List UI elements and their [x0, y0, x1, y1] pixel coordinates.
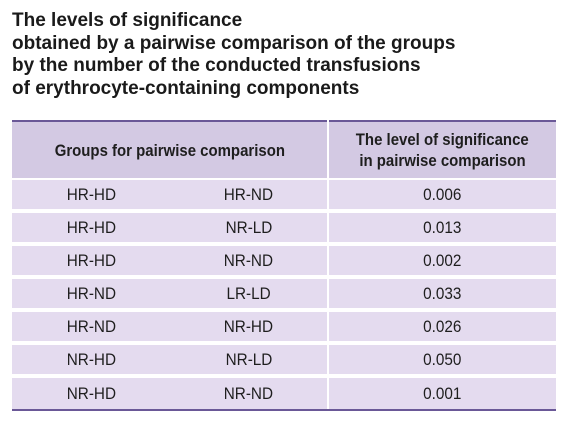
cell-group-a: NR-HD	[12, 376, 170, 411]
cell-significance: 0.013	[328, 211, 557, 246]
cell-significance: 0.033	[328, 277, 557, 312]
header-significance: The level of significance in pairwise co…	[328, 120, 557, 180]
title-line-4: of erythrocyte-containing components	[12, 77, 360, 99]
cell-group-a: NR-HD	[12, 343, 170, 378]
cell-group-a: HR-HD	[12, 244, 170, 279]
cell-group-a: HR-ND	[12, 310, 170, 345]
cell-significance: 0.050	[328, 343, 557, 378]
header-groups: Groups for pairwise comparison	[12, 120, 330, 180]
cell-group-a: HR-HD	[12, 211, 170, 246]
header-row: Groups for pairwise comparison The level…	[12, 120, 557, 180]
cell-group-b: NR-LD	[170, 211, 330, 246]
significance-table: Groups for pairwise comparison The level…	[12, 120, 557, 411]
table-row: HR-HD NR-LD 0.013	[12, 211, 557, 246]
table-body: HR-HD HR-ND 0.006 HR-HD NR-LD 0.013 HR-H…	[12, 179, 557, 411]
cell-group-b: NR-ND	[170, 376, 330, 411]
cell-significance: 0.026	[328, 310, 557, 345]
cell-group-b: NR-ND	[170, 244, 330, 279]
cell-significance: 0.001	[328, 376, 557, 411]
title-line-3: by the number of the conducted transfusi…	[12, 55, 421, 76]
header-groups-label: Groups for pairwise comparison	[54, 140, 285, 160]
title-line-2: obtained by a pairwise comparison of the…	[12, 32, 456, 54]
header-significance-line2: in pairwise comparison	[359, 151, 526, 170]
cell-group-b: LR-LD	[170, 277, 330, 312]
cell-group-b: NR-HD	[170, 310, 330, 345]
header-significance-line1: The level of significance	[356, 130, 529, 149]
table-row: HR-ND LR-LD 0.033	[12, 277, 557, 312]
table-row: NR-HD NR-ND 0.001	[12, 376, 557, 411]
table-header: Groups for pairwise comparison The level…	[12, 120, 557, 180]
cell-significance: 0.006	[328, 179, 557, 213]
title-line-1: The levels of significance	[12, 10, 243, 31]
cell-group-b: HR-ND	[170, 179, 330, 213]
table-row: HR-ND NR-HD 0.026	[12, 310, 557, 345]
table-title: The levels of significance obtained by a…	[12, 10, 560, 100]
cell-group-a: HR-ND	[12, 277, 170, 312]
cell-group-a: HR-HD	[12, 179, 170, 213]
cell-group-b: NR-LD	[170, 343, 330, 378]
cell-significance: 0.002	[328, 244, 557, 279]
table-row: HR-HD NR-ND 0.002	[12, 244, 557, 279]
table-row: NR-HD NR-LD 0.050	[12, 343, 557, 378]
table-row: HR-HD HR-ND 0.006	[12, 179, 557, 213]
